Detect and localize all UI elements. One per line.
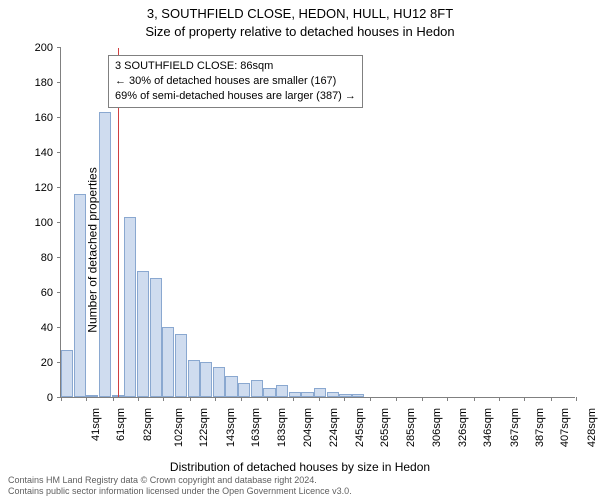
- ytick-mark: [57, 257, 61, 258]
- xtick-label: 245sqm: [354, 408, 366, 447]
- histogram-bar: [200, 362, 212, 397]
- xtick-label: 61sqm: [115, 408, 127, 441]
- ytick-label: 20: [23, 357, 53, 369]
- xtick-mark: [215, 397, 216, 401]
- histogram-bar: [175, 334, 187, 397]
- footer-line1: Contains HM Land Registry data © Crown c…: [8, 475, 352, 486]
- xtick-mark: [344, 397, 345, 401]
- xtick-label: 102sqm: [173, 408, 185, 447]
- annotation-line1: 3 SOUTHFIELD CLOSE: 86sqm: [115, 59, 356, 74]
- chart-title-line2: Size of property relative to detached ho…: [0, 24, 600, 39]
- xtick-mark: [113, 397, 114, 401]
- xtick-mark: [474, 397, 475, 401]
- xtick-label: 326sqm: [457, 408, 469, 447]
- ytick-mark: [57, 327, 61, 328]
- chart-title-line1: 3, SOUTHFIELD CLOSE, HEDON, HULL, HU12 8…: [0, 6, 600, 21]
- ytick-label: 80: [23, 252, 53, 264]
- xtick-label: 41sqm: [90, 408, 102, 441]
- xtick-label: 265sqm: [380, 408, 392, 447]
- xtick-mark: [293, 397, 294, 401]
- xtick-label: 428sqm: [586, 408, 598, 447]
- xtick-label: 163sqm: [251, 408, 263, 447]
- xtick-mark: [138, 397, 139, 401]
- histogram-bar: [86, 395, 98, 397]
- histogram-bar: [137, 271, 149, 397]
- histogram-bar: [162, 327, 174, 397]
- xtick-mark: [551, 397, 552, 401]
- annotation-line3: 69% of semi-detached houses are larger (…: [115, 89, 356, 104]
- xtick-label: 183sqm: [276, 408, 288, 447]
- xtick-label: 122sqm: [199, 408, 211, 447]
- xtick-mark: [190, 397, 191, 401]
- xtick-label: 387sqm: [534, 408, 546, 447]
- xtick-label: 143sqm: [225, 408, 237, 447]
- xtick-mark: [319, 397, 320, 401]
- histogram-bar: [314, 388, 326, 397]
- histogram-bar: [327, 392, 339, 397]
- ytick-label: 140: [23, 147, 53, 159]
- histogram-bar: [74, 194, 86, 397]
- xtick-label: 346sqm: [482, 408, 494, 447]
- xtick-label: 285sqm: [405, 408, 417, 447]
- ytick-mark: [57, 47, 61, 48]
- xtick-mark: [61, 397, 62, 401]
- xtick-mark: [86, 397, 87, 401]
- ytick-mark: [57, 222, 61, 223]
- histogram-bar: [339, 394, 351, 398]
- xtick-mark: [370, 397, 371, 401]
- annotation-box: 3 SOUTHFIELD CLOSE: 86sqm ← 30% of detac…: [108, 55, 363, 108]
- xtick-mark: [422, 397, 423, 401]
- annotation-line2: ← 30% of detached houses are smaller (16…: [115, 74, 356, 89]
- histogram-bar: [352, 394, 364, 398]
- xtick-label: 82sqm: [142, 408, 154, 441]
- histogram-bar: [289, 392, 301, 397]
- footer-attribution: Contains HM Land Registry data © Crown c…: [8, 475, 352, 497]
- ytick-label: 180: [23, 77, 53, 89]
- chart-container: 3, SOUTHFIELD CLOSE, HEDON, HULL, HU12 8…: [0, 0, 600, 500]
- histogram-bar: [188, 360, 200, 397]
- ytick-mark: [57, 82, 61, 83]
- ytick-label: 120: [23, 182, 53, 194]
- ytick-label: 40: [23, 322, 53, 334]
- ytick-label: 60: [23, 287, 53, 299]
- histogram-bar: [213, 367, 225, 397]
- ytick-label: 100: [23, 217, 53, 229]
- histogram-bar: [61, 350, 73, 397]
- histogram-bar: [99, 112, 111, 397]
- xtick-mark: [267, 397, 268, 401]
- xtick-mark: [499, 397, 500, 401]
- histogram-bar: [276, 385, 288, 397]
- histogram-bar: [263, 388, 275, 397]
- xtick-label: 224sqm: [328, 408, 340, 447]
- ytick-label: 0: [23, 392, 53, 404]
- ytick-mark: [57, 117, 61, 118]
- xtick-label: 367sqm: [509, 408, 521, 447]
- xtick-mark: [576, 397, 577, 401]
- histogram-bar: [150, 278, 162, 397]
- ytick-mark: [57, 152, 61, 153]
- histogram-bar: [225, 376, 237, 397]
- ytick-mark: [57, 187, 61, 188]
- xtick-mark: [163, 397, 164, 401]
- histogram-bar: [301, 392, 313, 397]
- xtick-mark: [396, 397, 397, 401]
- ytick-mark: [57, 292, 61, 293]
- ytick-label: 200: [23, 42, 53, 54]
- histogram-bar: [238, 383, 250, 397]
- footer-line2: Contains public sector information licen…: [8, 486, 352, 497]
- xtick-label: 407sqm: [559, 408, 571, 447]
- histogram-bar: [251, 380, 263, 398]
- histogram-bar: [124, 217, 136, 397]
- x-axis-label: Distribution of detached houses by size …: [0, 460, 600, 474]
- xtick-label: 306sqm: [431, 408, 443, 447]
- ytick-label: 160: [23, 112, 53, 124]
- xtick-mark: [241, 397, 242, 401]
- ytick-mark: [57, 362, 61, 363]
- xtick-mark: [524, 397, 525, 401]
- xtick-mark: [447, 397, 448, 401]
- xtick-label: 204sqm: [302, 408, 314, 447]
